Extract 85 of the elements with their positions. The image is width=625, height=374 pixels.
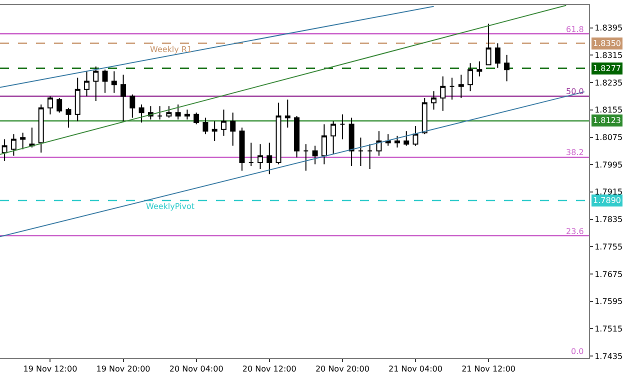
candlestick: [266, 142, 272, 175]
ref-line-label: Weekly R1: [150, 45, 192, 54]
y-tick-label: 1.7755: [594, 242, 623, 252]
candlestick: [120, 74, 126, 122]
annotation: 0.0: [571, 347, 584, 356]
candlestick: [276, 102, 282, 165]
candlestick: [184, 109, 190, 120]
y-tick-label: 1.8395: [594, 24, 623, 33]
candlestick: [404, 130, 410, 146]
y-tick-label: 1.8155: [594, 106, 623, 115]
annotation: 1.8123: [593, 116, 621, 125]
candlestick: [66, 107, 72, 128]
y-tick-label: 1.8075: [594, 133, 623, 142]
y-tick-label: 1.7515: [594, 324, 623, 334]
candlestick: [504, 54, 510, 82]
x-tick-label: 19 Nov 20:00: [96, 364, 150, 374]
candlestick: [394, 135, 400, 148]
candlestick: [348, 117, 354, 166]
x-tick-label: 19 Nov 12:00: [23, 364, 78, 374]
candlestick: [321, 124, 327, 165]
y-tick-label: 1.8235: [594, 78, 623, 88]
candlestick: [494, 42, 500, 68]
candlestick: [194, 112, 200, 125]
candlestick: [476, 60, 482, 77]
y-tick-label: 1.7435: [594, 352, 623, 361]
candlestick: [84, 70, 90, 97]
y-tick-label: 1.7995: [594, 160, 623, 170]
candlestick: [330, 120, 336, 154]
ref-line-label: WeeklyPivot: [146, 202, 195, 211]
candlestick: [367, 144, 373, 170]
candlestick: [138, 104, 144, 124]
candlestick: [166, 106, 172, 118]
y-tick-label: 1.8315: [594, 51, 623, 60]
candlestick: [385, 134, 391, 146]
candlestick: [20, 132, 26, 150]
candlestick: [29, 127, 35, 148]
candlestick: [449, 77, 455, 100]
candlestick: [102, 69, 108, 94]
candlestick: [422, 97, 428, 135]
y-tick-label: 1.7595: [594, 297, 623, 306]
x-tick-label: 20 Nov 04:00: [169, 364, 224, 374]
candlestick: [340, 114, 346, 140]
annotation: 1.8350: [593, 39, 621, 48]
candlestick: [47, 96, 53, 115]
candlestick: [358, 137, 364, 166]
candlestick: [230, 112, 236, 146]
candlestick: [56, 97, 62, 114]
y-tick-label: 1.7835: [594, 215, 623, 224]
candlestick: [239, 127, 245, 172]
y-tick-label: 1.7675: [594, 270, 623, 279]
candlestick: [74, 77, 80, 122]
x-tick-label: 20 Nov 20:00: [315, 364, 370, 374]
candlestick: [248, 142, 254, 166]
candlestick: [486, 23, 492, 66]
candlestick: [468, 62, 474, 92]
annotation: 50.0: [566, 87, 584, 96]
candlestick: [458, 74, 464, 98]
candlestick: [440, 76, 446, 112]
candlestick: [312, 145, 318, 165]
candlestick: [220, 109, 226, 136]
candlestick: [175, 104, 181, 120]
candlestick: [376, 130, 382, 156]
x-tick-label: 20 Nov 12:00: [242, 364, 296, 374]
candlestick: [202, 117, 208, 135]
annotation: 61.8: [566, 25, 584, 34]
annotation: 38.2: [566, 148, 584, 157]
candlestick: [93, 66, 99, 102]
annotation: 23.6: [566, 227, 584, 236]
annotation: 1.7890: [593, 196, 621, 205]
candlestick: [303, 144, 309, 172]
candlestick: [157, 106, 163, 120]
candlestick: [130, 94, 136, 118]
candlestick: [431, 90, 436, 110]
candlestick: [10, 134, 16, 156]
x-tick-label: 21 Nov 04:00: [388, 364, 442, 374]
candlestick: [38, 104, 44, 154]
candlestick: [284, 99, 290, 128]
candlestick: [111, 70, 117, 94]
candlestick: [258, 144, 263, 170]
x-tick-label: 21 Nov 12:00: [462, 364, 516, 374]
candlestick: [294, 116, 300, 158]
y-tick-label: 1.7915: [594, 188, 623, 197]
candlestick: [212, 120, 218, 142]
candlestick: [412, 125, 418, 146]
annotation: 1.8277: [593, 64, 621, 73]
